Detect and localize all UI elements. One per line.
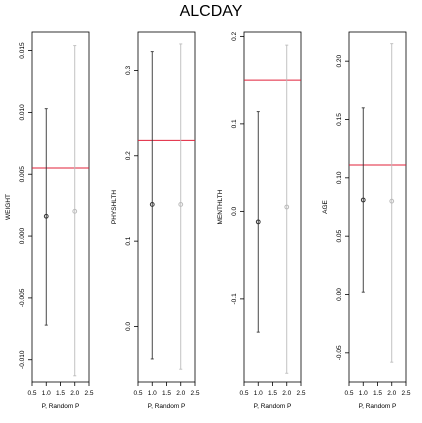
y-tick-label: 0.2: [231, 31, 238, 40]
x-axis-title: P, Random P: [148, 403, 186, 410]
panel-physhlth: 0.0 0.1 0.2 0.3 0.5 1.0 1.5 2.0 2.5 PHYSHLTH P, Ra…: [111, 31, 200, 410]
y-tick-label: 0.0: [231, 206, 238, 215]
x-tick-label: 2.5: [401, 390, 410, 397]
chart-title: ALCDAY: [179, 3, 243, 20]
x-tick-label: 1.0: [254, 390, 263, 397]
x-tick-label: 0.5: [239, 390, 248, 397]
y-tick-label: -0.05: [336, 345, 343, 360]
y-tick-label: 0.15: [336, 113, 343, 126]
y-tick-label: 0.015: [19, 42, 26, 59]
y-tick-label: 0.10: [336, 171, 343, 184]
y-tick-label: 0.3: [125, 66, 132, 75]
plot-frame: [243, 31, 302, 383]
x-tick-label: 2.0: [176, 390, 185, 397]
y-tick-label: 0.2: [125, 151, 132, 160]
point-random-p: [178, 202, 184, 207]
plot-frame: [137, 31, 196, 383]
y-tick-label: 0.0: [125, 322, 132, 331]
x-tick-label: 2.0: [282, 390, 291, 397]
y-tick-label: 0.000: [19, 228, 26, 245]
x-tick-label: 2.0: [387, 390, 396, 397]
point-p: [360, 197, 366, 203]
plot-frame: [31, 31, 90, 383]
x-tick-label: 1.5: [268, 390, 277, 397]
panel-age: -0.05 0.00 0.05 0.10 0.15 0.20 0.5 1.0 1.5 2.0 2.5…: [322, 31, 411, 410]
y-tick-label: 0.010: [19, 104, 26, 121]
x-tick-label: 2.5: [296, 390, 305, 397]
panel-weight: -0.010 -0.005 0.000 0.005 0.010 0.015 0.5 1.0 1.…: [5, 31, 94, 410]
y-axis-title: PHYSHLTH: [111, 190, 118, 224]
x-tick-label: 1.0: [359, 390, 368, 397]
y-tick-label: 0.005: [19, 166, 26, 183]
panel-menthlth: -0.1 0.0 0.1 0.2 0.5 1.0 1.5 2.0 2.5 MENTHLTH P, R…: [217, 31, 306, 410]
x-tick-label: 1.5: [162, 390, 171, 397]
point-p: [43, 213, 49, 219]
y-axis-title: AGE: [322, 199, 329, 213]
x-axis-title: P, Random P: [359, 403, 397, 410]
x-tick-label: 1.0: [148, 390, 157, 397]
x-tick-label: 1.0: [42, 390, 51, 397]
x-tick-label: 2.5: [190, 390, 199, 397]
point-p: [149, 202, 155, 207]
y-tick-label: 0.1: [231, 119, 238, 128]
x-tick-label: 2.0: [70, 390, 79, 397]
y-tick-label: 0.20: [336, 54, 343, 67]
x-axis-title: P, Random P: [254, 403, 292, 410]
y-tick-label: -0.1: [231, 293, 238, 305]
y-tick-label: -0.010: [19, 350, 26, 369]
x-tick-label: 0.5: [27, 390, 36, 397]
x-tick-label: 2.5: [84, 390, 93, 397]
x-axis-title: P, Random P: [42, 403, 80, 410]
y-axis-title: WEIGHT: [5, 194, 12, 220]
point-random-p: [284, 204, 290, 210]
point-random-p: [389, 198, 395, 204]
x-tick-label: 0.5: [133, 390, 142, 397]
y-axis-title: MENTHLTH: [217, 189, 224, 224]
point-random-p: [72, 208, 78, 214]
x-tick-label: 0.5: [344, 390, 353, 397]
point-p: [255, 219, 261, 225]
y-tick-label: 0.1: [125, 236, 132, 245]
y-tick-label: 0.00: [336, 288, 343, 301]
x-tick-label: 1.5: [373, 390, 382, 397]
y-tick-label: -0.005: [19, 288, 26, 307]
x-tick-label: 1.5: [56, 390, 65, 397]
y-tick-label: 0.05: [336, 229, 343, 242]
plot-frame: [348, 31, 407, 383]
